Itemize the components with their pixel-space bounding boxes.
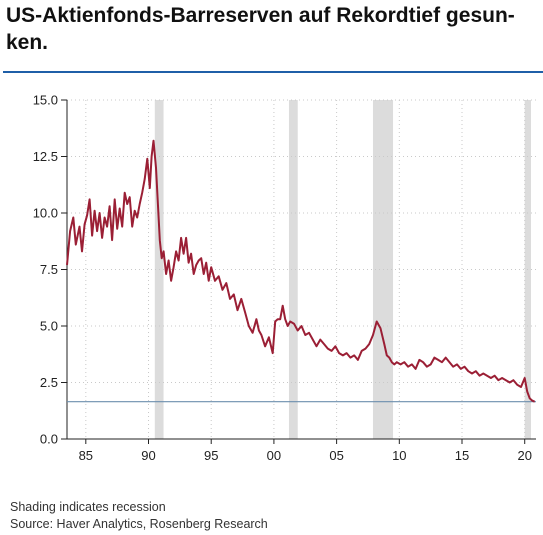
- source-footnote: Source: Haver Analytics, Rosenberg Resea…: [10, 517, 268, 531]
- tick-labels: 0.0 2.5 5.0 7.5 10.0 12.5 15.0 85 90 95 00 05 10 15 20: [33, 93, 532, 464]
- x-tick-label: 15: [455, 448, 469, 463]
- x-tick-label: 05: [329, 448, 343, 463]
- grid-lines: [67, 99, 536, 439]
- chart-title: US-Aktienfonds-Barreserven auf Rekordtie…: [6, 4, 515, 54]
- axes: [61, 99, 536, 444]
- title-divider: [3, 71, 543, 73]
- x-tick-label: 85: [79, 448, 93, 463]
- recession-footnote: Shading indicates recession: [10, 500, 166, 514]
- y-tick-label: 5.0: [40, 319, 58, 334]
- x-tick-label: 95: [204, 448, 218, 463]
- recession-band: [288, 100, 298, 439]
- y-tick-label: 12.5: [33, 149, 58, 164]
- y-tick-label: 10.0: [33, 206, 58, 221]
- y-tick-label: 15.0: [33, 93, 58, 108]
- x-tick-label: 00: [267, 448, 281, 463]
- series-line: [66, 139, 536, 403]
- y-tick-label: 2.5: [40, 375, 58, 390]
- x-tick-label: 10: [392, 448, 406, 463]
- y-tick-label: 7.5: [40, 262, 58, 277]
- x-tick-label: 20: [517, 448, 531, 463]
- line-chart: 0.0 2.5 5.0 7.5 10.0 12.5 15.0 85 90 95 00 05 10 15 20: [33, 93, 536, 464]
- series-group: [66, 139, 536, 403]
- x-tick-label: 90: [141, 448, 155, 463]
- y-tick-label: 0.0: [40, 432, 58, 447]
